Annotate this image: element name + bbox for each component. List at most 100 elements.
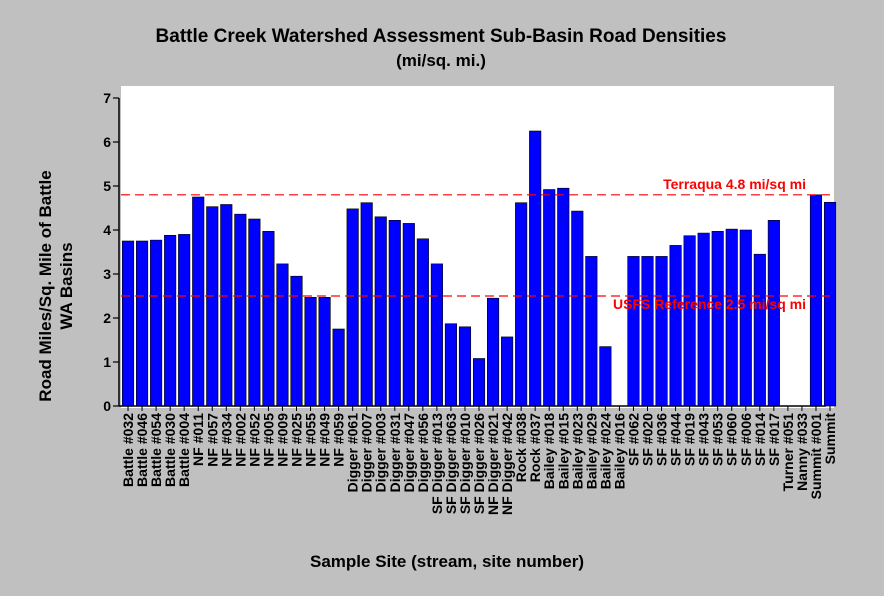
y-ticks-group: 0 1 2 3 4 5 6 7 — [103, 90, 119, 414]
x-tick-label: Nanny #033 — [794, 413, 810, 491]
x-tick-label: SF #020 — [640, 413, 656, 466]
x-tick-label: NF #011 — [190, 413, 206, 466]
x-tick-label: SF Digger #013 — [429, 413, 445, 514]
bar — [458, 326, 472, 407]
x-tick-label: Digger #061 — [345, 413, 361, 493]
reference-line-label: Terraqua 4.8 mi/sq mi — [663, 176, 806, 192]
bar — [164, 234, 177, 407]
bar — [669, 245, 682, 407]
bar — [374, 216, 387, 407]
bar — [753, 253, 766, 407]
x-tick-label: SF #006 — [738, 413, 754, 466]
x-tick-label: Summit #001 — [808, 413, 824, 500]
x-tick-label: NF Digger #021 — [485, 413, 501, 515]
y-tick-label: 7 — [103, 90, 111, 106]
x-tick-label: SF #019 — [682, 413, 698, 466]
bar — [487, 297, 500, 407]
bar — [206, 206, 219, 407]
bar — [823, 201, 837, 407]
x-tick-label: NF #049 — [317, 413, 333, 467]
x-tick-label: Battle #054 — [148, 413, 164, 487]
chart-title: Battle Creek Watershed Assessment Sub-Ba… — [156, 26, 727, 47]
x-tick-label: Bailey #018 — [541, 413, 557, 489]
y-tick-label: 0 — [103, 398, 111, 414]
bar — [571, 210, 584, 407]
x-tick-label: Bailey #016 — [611, 413, 627, 489]
bar — [655, 256, 668, 407]
y-axis-title-line2: WA Basins — [57, 242, 76, 329]
bar — [627, 256, 640, 407]
x-tick-label: SF #044 — [668, 413, 684, 466]
bar — [248, 218, 261, 407]
x-tick-label: SF #060 — [724, 413, 740, 466]
y-axis-title-line1: Road Miles/Sq. Mile of Battle — [36, 170, 55, 401]
bar — [136, 240, 149, 407]
bar — [641, 256, 654, 407]
y-tick-label: 1 — [103, 354, 111, 370]
x-tick-label: Bailey #024 — [597, 413, 613, 489]
bar — [444, 323, 457, 407]
y-axis-title: Road Miles/Sq. Mile of Battle WA Basins — [36, 170, 76, 401]
bar — [416, 238, 429, 407]
bar — [318, 297, 331, 407]
bar — [402, 223, 415, 407]
x-tick-label: NF #034 — [218, 413, 234, 467]
y-tick-label: 5 — [103, 178, 111, 194]
x-tick-label: SF #036 — [654, 413, 670, 466]
bar — [711, 231, 724, 407]
bar — [178, 234, 191, 407]
reference-lines-group: Terraqua 4.8 mi/sq mi USFS Reference 2.5 … — [121, 176, 834, 312]
bar — [725, 228, 738, 407]
bar — [739, 229, 752, 407]
x-tick-label: Digger #031 — [387, 413, 403, 493]
bar — [346, 208, 359, 407]
x-tick-label: NF Digger #042 — [499, 413, 515, 515]
x-tick-label: Digger #056 — [415, 413, 431, 493]
bar — [332, 328, 345, 407]
bar — [388, 220, 401, 407]
x-tick-label: SF Digger #010 — [457, 413, 473, 514]
x-tick-label: Rock #037 — [527, 413, 543, 482]
y-tick-label: 4 — [103, 222, 111, 238]
bar — [276, 263, 289, 407]
x-tick-label: NF #005 — [260, 413, 276, 467]
bar — [557, 187, 570, 407]
bar — [472, 358, 486, 407]
x-tick-label: Battle #032 — [120, 413, 136, 487]
x-tick-label: NF #009 — [274, 413, 290, 467]
bar — [809, 194, 823, 407]
y-tick-label: 2 — [103, 310, 111, 326]
bar — [599, 346, 612, 407]
y-tick-label: 6 — [103, 134, 111, 150]
x-tick-label: NF #057 — [204, 413, 220, 467]
x-tick-label: SF #017 — [766, 413, 782, 466]
bar — [767, 220, 780, 407]
x-tick-label: Bailey #023 — [569, 413, 585, 489]
x-tick-label: Turner #051 — [780, 413, 796, 492]
x-tick-label: Bailey #029 — [583, 413, 599, 489]
x-tick-label: SF #043 — [696, 413, 712, 466]
x-tick-label: Battle #046 — [134, 413, 150, 487]
x-tick-label: Rock #038 — [513, 413, 529, 482]
x-tick-label: SF #014 — [752, 413, 768, 466]
x-tick-label: NF #055 — [303, 413, 319, 467]
x-tick-label: NF #052 — [246, 413, 262, 467]
x-tick-label: SF Digger #063 — [443, 413, 459, 514]
x-tick-label: Digger #007 — [359, 413, 375, 493]
bar — [220, 204, 233, 407]
x-tick-label: NF #025 — [289, 413, 305, 467]
x-tick-label: Summit — [822, 413, 838, 465]
bar — [501, 336, 514, 407]
bar — [683, 235, 696, 407]
bar — [529, 130, 542, 407]
x-tick-label: NF #002 — [232, 413, 248, 467]
x-tick-label: Battle #004 — [176, 413, 192, 487]
x-tick-label: Bailey #015 — [555, 413, 571, 489]
bar — [360, 202, 373, 407]
bar — [192, 196, 205, 407]
chart-subtitle: (mi/sq. mi.) — [396, 51, 486, 70]
bar — [585, 256, 598, 407]
bar — [234, 213, 247, 407]
